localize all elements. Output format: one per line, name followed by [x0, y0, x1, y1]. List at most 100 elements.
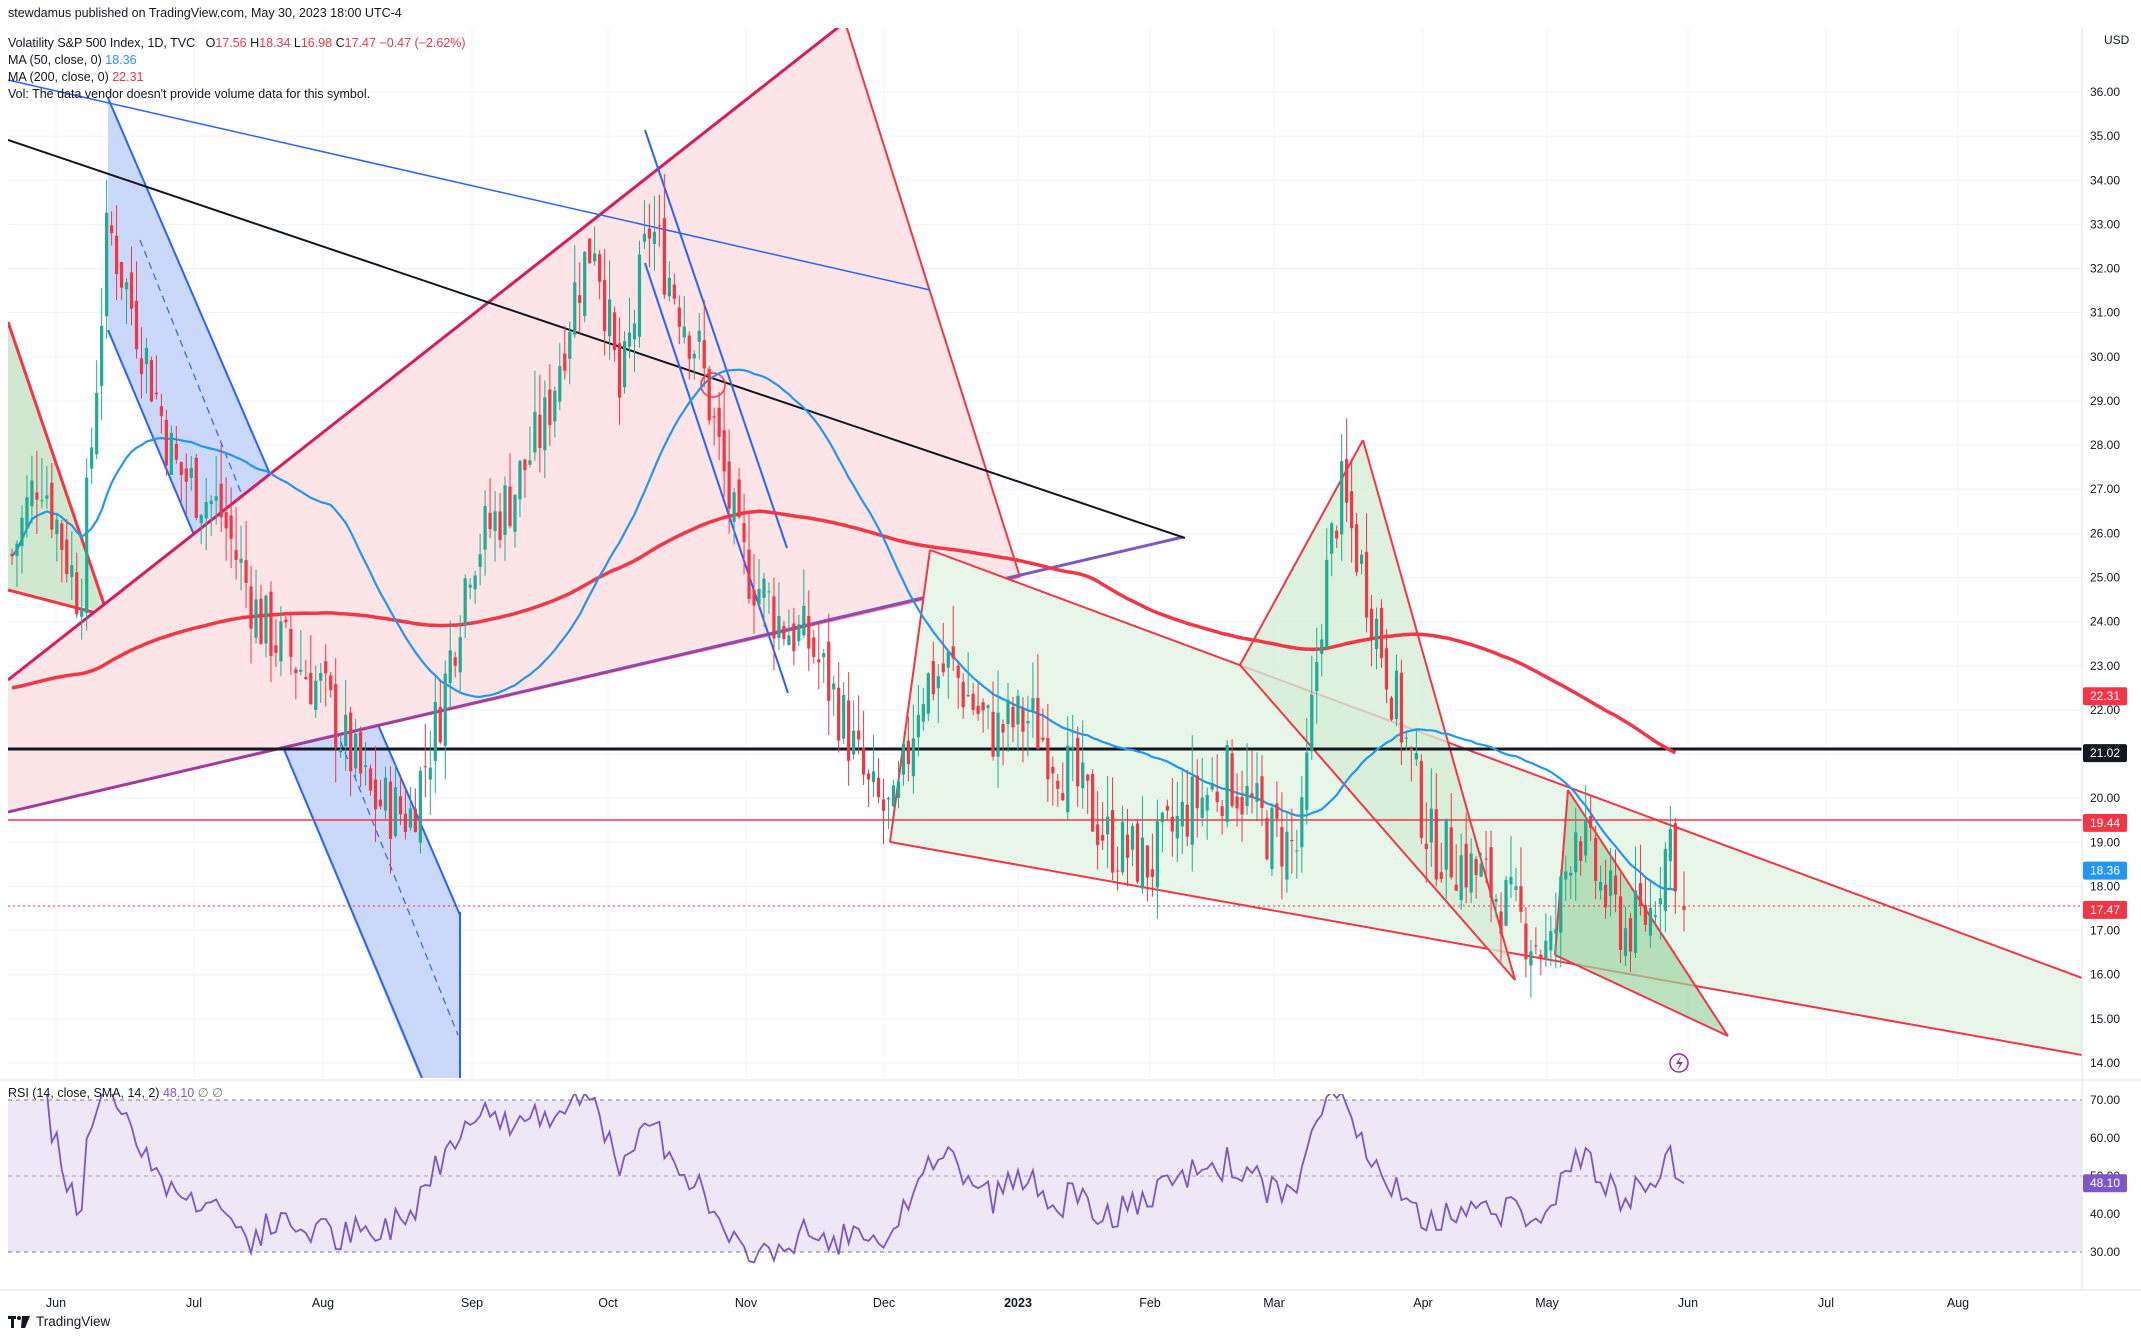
candle [722, 390, 726, 497]
price-tick-label: 23.00 [2090, 659, 2120, 673]
tradingview-logo-icon [8, 1315, 30, 1328]
candle [1101, 802, 1105, 850]
price-tick-label: 17.00 [2090, 924, 2120, 938]
candle [279, 606, 283, 677]
candle [1484, 830, 1488, 884]
candle [219, 444, 223, 533]
candle [1310, 655, 1314, 760]
candle [548, 364, 552, 446]
candle [1091, 769, 1095, 833]
candle [398, 774, 403, 826]
ma200-value: 22.31 [112, 70, 144, 84]
candle [378, 780, 383, 810]
price-axis[interactable]: 14.0015.0016.0017.0018.0019.0020.0021.00… [2090, 85, 2120, 1070]
candle [916, 684, 920, 757]
time-tick-label: Oct [598, 1296, 618, 1310]
candle [1265, 810, 1269, 861]
candle [324, 644, 328, 707]
candle [1081, 720, 1085, 809]
candle [1394, 654, 1399, 727]
ma200-line [11, 509, 1677, 755]
rsi-badge [2083, 1174, 2127, 1193]
rsi-pane[interactable] [8, 1092, 2082, 1264]
candle [1424, 802, 1428, 883]
candle [1335, 525, 1339, 548]
candle [986, 704, 990, 730]
candle [274, 618, 278, 667]
time-tick-label: Jul [1818, 1296, 1834, 1310]
ma50-legend[interactable]: MA (50, close, 0) 18.36 [8, 52, 137, 68]
candle [1469, 838, 1473, 904]
candle [941, 623, 945, 677]
candle [75, 552, 79, 618]
low-value: 16.98 [300, 36, 333, 50]
tradingview-logo-text: TradingView [36, 1314, 111, 1329]
candle [139, 327, 144, 399]
time-tick-label: Jun [1678, 1296, 1698, 1310]
candle [1374, 607, 1379, 670]
candle [896, 760, 901, 809]
low-label: L [293, 36, 301, 50]
candle [1290, 808, 1294, 874]
candle [124, 278, 129, 325]
candle [179, 461, 183, 502]
time-tick-label: 2023 [1004, 1296, 1032, 1310]
time-tick-label: May [1535, 1296, 1559, 1310]
candle [1429, 768, 1433, 867]
candle [1444, 818, 1448, 900]
candle [583, 251, 587, 323]
candle [214, 456, 218, 525]
candle [593, 226, 597, 266]
candle [1285, 810, 1289, 893]
candle [174, 426, 178, 464]
candle [563, 326, 567, 380]
candle [423, 723, 427, 798]
candle [627, 297, 632, 359]
price-pane[interactable] [8, 22, 2082, 1078]
candle [508, 453, 512, 529]
candle [632, 309, 637, 372]
vol-legend[interactable]: Vol: The data vendor doesn't provide vol… [8, 86, 370, 102]
candle [1056, 774, 1060, 807]
candle [359, 726, 363, 788]
candle [1275, 781, 1279, 837]
candle [951, 605, 955, 671]
price-tick-label: 29.00 [2090, 394, 2120, 408]
price-badges: 22.31 21.02 19.44 18.36 17.47 [2083, 687, 2127, 919]
candle [1399, 659, 1404, 766]
candle [1355, 512, 1359, 577]
candle [1160, 811, 1164, 853]
candle [1449, 793, 1453, 880]
candle [518, 459, 522, 517]
candle [194, 454, 198, 521]
candle [991, 681, 995, 761]
rsi-legend[interactable]: RSI (14, close, SMA, 14, 2) 48.10 ∅ ∅ [8, 1086, 223, 1100]
candle [1180, 767, 1184, 854]
candle [931, 641, 935, 701]
candle [1359, 549, 1364, 575]
change-value: −0.47 (−2.62%) [379, 36, 466, 50]
ma50-line [11, 368, 1676, 891]
candle [1479, 851, 1483, 878]
candle [85, 458, 89, 631]
candle [1509, 835, 1513, 898]
price-tick-label: 34.00 [2090, 173, 2120, 187]
candle [1589, 795, 1593, 841]
candle [1454, 844, 1458, 891]
candle [199, 513, 203, 545]
candle [876, 758, 881, 804]
candle [1494, 893, 1498, 918]
ma200-legend[interactable]: MA (200, close, 0) 22.31 [8, 69, 144, 85]
candle [622, 331, 627, 394]
candle [687, 331, 691, 380]
candle [647, 203, 652, 268]
candle [1608, 847, 1613, 917]
candle [842, 682, 846, 745]
candle [105, 179, 109, 339]
tradingview-logo[interactable]: TradingView [8, 1314, 110, 1329]
symbol-name[interactable]: Volatility S&P 500 Index, 1D, TVC [8, 36, 196, 50]
price-tick-label: 32.00 [2090, 262, 2120, 276]
time-axis[interactable]: Jun Jul Aug Sep Oct Nov Dec 2023 Feb Mar Apr May Jun… [46, 1296, 1969, 1310]
